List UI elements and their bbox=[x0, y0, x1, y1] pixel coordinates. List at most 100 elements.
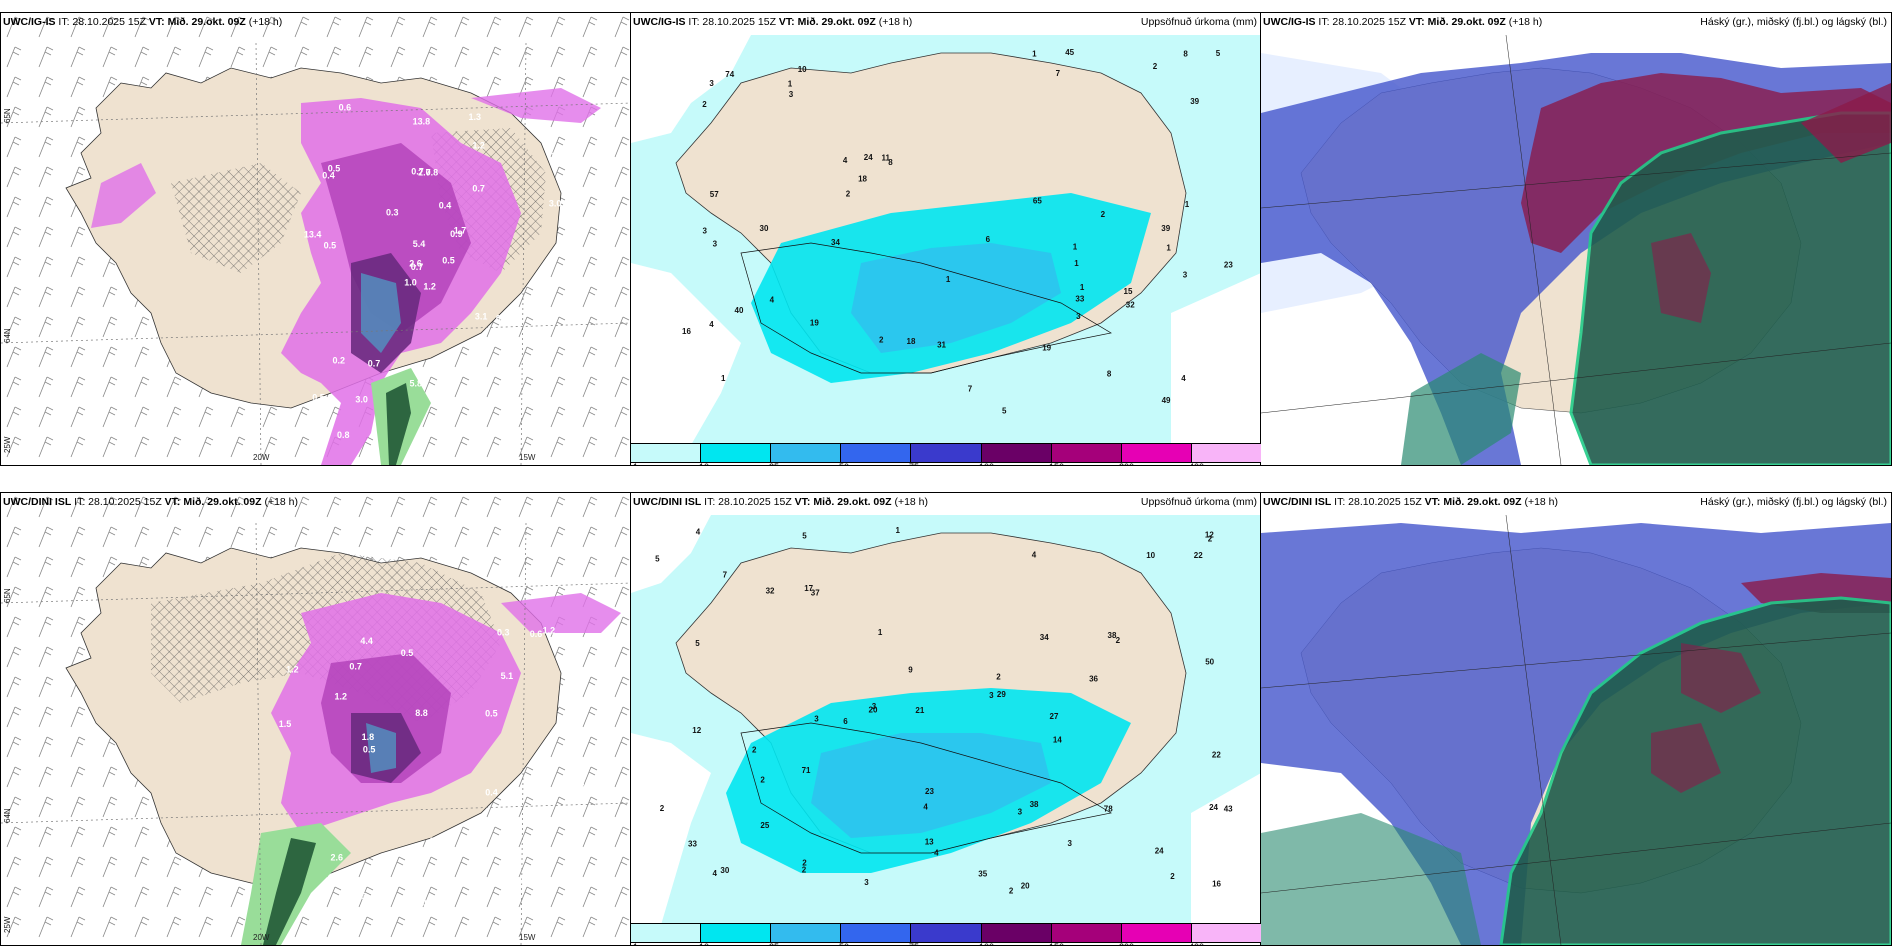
map-value-label: 2 bbox=[702, 100, 707, 109]
map-value-label: 0.5 bbox=[312, 393, 325, 403]
map-value-label: 1.5 bbox=[279, 719, 292, 729]
row2-panel1-map: 1.2 0.70.50.40.60.80.40.51.20.53.34.45.12… bbox=[1, 493, 631, 945]
row2-panel3-map bbox=[1261, 514, 1891, 945]
map-value-label: 0.6 bbox=[530, 629, 543, 639]
map-value-label: 16 bbox=[682, 327, 691, 336]
lat-label: 64N bbox=[3, 808, 12, 823]
map-value-label: 0.9 bbox=[450, 229, 463, 239]
map-value-label: 3 bbox=[814, 715, 819, 724]
colorbar-label: 10 bbox=[699, 462, 709, 465]
map-value-label: 2.6 bbox=[409, 259, 422, 269]
row2-panel2-subtitle: Uppsöfnuð úrkoma (mm) bbox=[1140, 496, 1257, 508]
lon-label: 15W bbox=[519, 933, 536, 942]
row2-panel3-subtitle: Háský (gr.), miðský (fj.bl.) og lágský (… bbox=[1700, 496, 1887, 508]
map-value-label: 1.7 bbox=[454, 226, 467, 236]
map-value-label: 8 bbox=[1183, 50, 1188, 59]
map-value-label: 1 bbox=[1185, 200, 1190, 209]
colorbar-swatch bbox=[840, 924, 911, 942]
map-value-label: 3 bbox=[713, 239, 718, 248]
map-value-label: 5 bbox=[802, 532, 807, 541]
colorbar-swatch bbox=[631, 444, 701, 462]
map-value-label: 8.8 bbox=[415, 708, 428, 718]
row1-panel-cloud-cover: UWC/IG-IS IT: 28.10.2025 15Z VT: Mið. 29… bbox=[1260, 12, 1892, 466]
colorbar-label: 1 bbox=[633, 942, 638, 945]
colorbar-label: 400 bbox=[1189, 462, 1204, 465]
map-value-label: 23 bbox=[925, 787, 934, 796]
colorbar-label: 200 bbox=[1119, 462, 1134, 465]
row2-panel-cloud-cover: UWC/DINI ISL IT: 28.10.2025 15Z VT: Mið.… bbox=[1260, 492, 1892, 946]
map-value-label: 0.7 bbox=[411, 262, 424, 272]
map-value-label: 57 bbox=[710, 190, 719, 199]
lon-label: 25W bbox=[3, 916, 12, 933]
row2-panel2-title: UWC/DINI ISL IT: 28.10.2025 15Z VT: Mið.… bbox=[633, 496, 929, 508]
map-value-label: 1.2 bbox=[472, 140, 485, 150]
map-value-label: 1.0 bbox=[404, 278, 417, 288]
map-value-label: 10 bbox=[798, 65, 807, 74]
map-value-label: 1 bbox=[1032, 50, 1037, 59]
map-value-label: 3.1 bbox=[475, 311, 488, 321]
map-value-label: 1.8 bbox=[362, 732, 375, 742]
map-value-label: 0.7 bbox=[411, 166, 424, 176]
map-value-label: 34 bbox=[1040, 633, 1049, 642]
map-value-label: 0.4 bbox=[485, 788, 498, 798]
colorbar-swatch bbox=[910, 924, 981, 942]
map-value-label: 24 bbox=[1155, 847, 1164, 856]
map-value-label: 45 bbox=[1065, 48, 1074, 57]
row2-panel-accum-precip: UWC/DINI ISL IT: 28.10.2025 15Z VT: Mið.… bbox=[630, 492, 1262, 946]
map-value-label: 2 bbox=[1116, 636, 1121, 645]
map-value-label: 2 bbox=[1170, 872, 1175, 881]
map-value-label: 50 bbox=[1205, 657, 1214, 666]
colorbar-swatch bbox=[770, 924, 841, 942]
map-value-label: 2 bbox=[660, 804, 665, 813]
map-value-label: 1.2 bbox=[423, 281, 436, 291]
map-value-label: 13.8 bbox=[413, 117, 431, 127]
map-value-label: 0.4 bbox=[545, 425, 558, 435]
row2-panel-precip-type: UWC/DINI ISL IT: 28.10.2025 15Z VT: Mið.… bbox=[0, 492, 632, 946]
map-value-label: 2 bbox=[752, 746, 757, 755]
row1-panel-accum-precip: UWC/IG-IS IT: 28.10.2025 15Z VT: Mið. 29… bbox=[630, 12, 1262, 466]
map-value-label: 1 bbox=[1080, 283, 1085, 292]
map-value-label: 0.5 bbox=[485, 708, 498, 718]
map-value-label: 0.7 bbox=[368, 358, 381, 368]
map-value-label: 1.2 bbox=[286, 665, 299, 675]
map-value-label: 18 bbox=[907, 337, 916, 346]
map-value-label: 3 bbox=[1076, 312, 1081, 321]
map-value-label: 38 bbox=[1030, 800, 1039, 809]
map-value-label: 19 bbox=[1042, 344, 1051, 353]
lon-label: 25W bbox=[3, 436, 12, 453]
colorbar-label: 100 bbox=[979, 942, 994, 945]
map-value-label: 2 bbox=[846, 189, 851, 198]
map-value-label: 3.0 bbox=[355, 394, 368, 404]
map-value-label: 8 bbox=[888, 158, 893, 167]
map-value-label: 0.5 bbox=[328, 163, 341, 173]
map-value-label: 0.3 bbox=[549, 151, 562, 161]
map-value-label: 4 bbox=[923, 802, 928, 811]
map-value-label: 74 bbox=[725, 70, 734, 79]
map-value-label: 20 bbox=[1021, 882, 1030, 891]
map-value-label: 14 bbox=[1053, 736, 1062, 745]
row1-panel3-map bbox=[1261, 34, 1891, 465]
map-value-label: 1 bbox=[896, 526, 901, 535]
precip-colorbar-labels: 1 10 25 50 75 100 150 200 400 bbox=[631, 462, 1261, 465]
map-value-label: 0.8 bbox=[412, 914, 425, 924]
colorbar-swatch bbox=[910, 444, 981, 462]
map-value-label: 27 bbox=[1050, 712, 1059, 721]
colorbar-swatch bbox=[980, 444, 1051, 462]
colorbar-label: 50 bbox=[839, 462, 849, 465]
map-value-label: 4 bbox=[843, 156, 848, 165]
map-value-label: 17 bbox=[804, 584, 813, 593]
map-value-label: 4 bbox=[1032, 550, 1037, 559]
colorbar-label: 25 bbox=[769, 462, 779, 465]
map-value-label: 4 bbox=[713, 869, 718, 878]
map-value-label: 40 bbox=[735, 306, 744, 315]
map-value-label: 4 bbox=[934, 848, 939, 857]
map-value-label: 34 bbox=[831, 238, 840, 247]
lat-label: 65N bbox=[3, 588, 12, 603]
map-value-label: 4 bbox=[696, 528, 701, 537]
colorbar-label: 100 bbox=[979, 462, 994, 465]
lat-label: 65N bbox=[3, 108, 12, 123]
map-value-label: 3 bbox=[1068, 839, 1073, 848]
map-value-label: 3.0 bbox=[549, 199, 562, 209]
map-value-label: 10 bbox=[1146, 551, 1155, 560]
map-value-label: 0.2 bbox=[333, 356, 346, 366]
